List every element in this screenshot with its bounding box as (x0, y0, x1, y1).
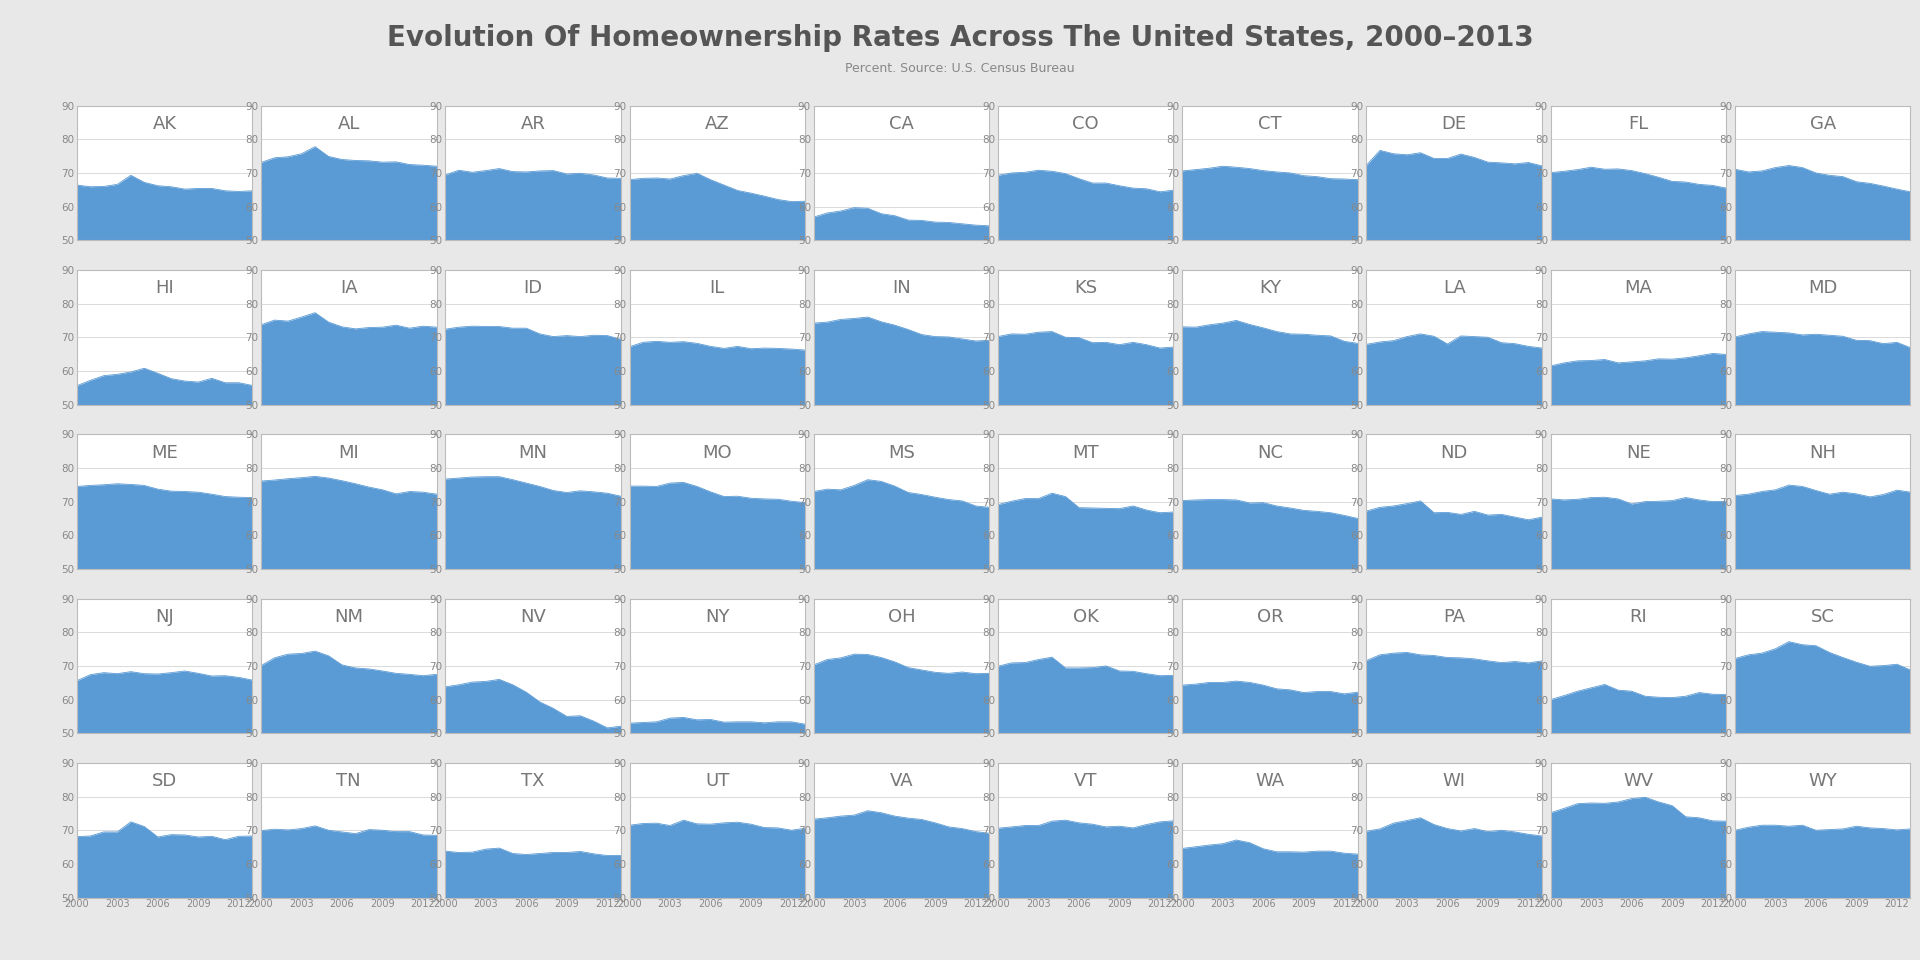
Text: NC: NC (1258, 444, 1283, 462)
Text: NY: NY (705, 608, 730, 626)
Text: AR: AR (520, 115, 545, 133)
Text: PA: PA (1444, 608, 1465, 626)
Text: AK: AK (152, 115, 177, 133)
Text: MT: MT (1073, 444, 1098, 462)
Text: HI: HI (156, 279, 175, 298)
Text: ME: ME (152, 444, 179, 462)
Text: MN: MN (518, 444, 547, 462)
Text: SC: SC (1811, 608, 1836, 626)
Text: TN: TN (336, 773, 361, 790)
Text: NH: NH (1809, 444, 1836, 462)
Text: MS: MS (889, 444, 916, 462)
Text: DE: DE (1442, 115, 1467, 133)
Text: OR: OR (1258, 608, 1283, 626)
Text: MD: MD (1809, 279, 1837, 298)
Text: NV: NV (520, 608, 545, 626)
Text: WI: WI (1442, 773, 1465, 790)
Text: NJ: NJ (156, 608, 175, 626)
Text: KY: KY (1260, 279, 1281, 298)
Text: Evolution Of Homeownership Rates Across The United States, 2000–2013: Evolution Of Homeownership Rates Across … (386, 24, 1534, 52)
Text: WY: WY (1809, 773, 1837, 790)
Text: OK: OK (1073, 608, 1098, 626)
Text: IN: IN (893, 279, 910, 298)
Text: ND: ND (1440, 444, 1469, 462)
Text: VA: VA (889, 773, 914, 790)
Text: AL: AL (338, 115, 359, 133)
Text: UT: UT (705, 773, 730, 790)
Text: WV: WV (1624, 773, 1653, 790)
Text: IA: IA (340, 279, 357, 298)
Text: NE: NE (1626, 444, 1651, 462)
Text: Percent. Source: U.S. Census Bureau: Percent. Source: U.S. Census Bureau (845, 62, 1075, 76)
Text: SD: SD (152, 773, 177, 790)
Text: MA: MA (1624, 279, 1653, 298)
Text: GA: GA (1809, 115, 1836, 133)
Text: MO: MO (703, 444, 732, 462)
Text: FL: FL (1628, 115, 1649, 133)
Text: CA: CA (889, 115, 914, 133)
Text: CT: CT (1258, 115, 1283, 133)
Text: CO: CO (1073, 115, 1098, 133)
Text: AZ: AZ (705, 115, 730, 133)
Text: OH: OH (887, 608, 916, 626)
Text: RI: RI (1630, 608, 1647, 626)
Text: IL: IL (710, 279, 726, 298)
Text: KS: KS (1073, 279, 1098, 298)
Text: VT: VT (1073, 773, 1098, 790)
Text: NM: NM (334, 608, 363, 626)
Text: LA: LA (1442, 279, 1465, 298)
Text: ID: ID (524, 279, 543, 298)
Text: TX: TX (520, 773, 545, 790)
Text: MI: MI (338, 444, 359, 462)
Text: WA: WA (1256, 773, 1284, 790)
